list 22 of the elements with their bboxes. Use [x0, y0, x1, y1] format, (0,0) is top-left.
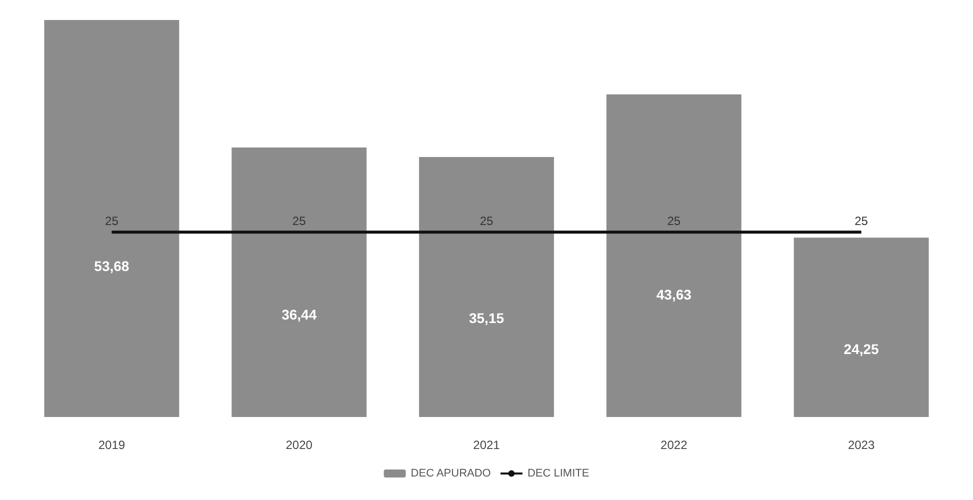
bar — [419, 157, 554, 417]
bar — [232, 148, 367, 417]
legend-label: DEC LIMITE — [527, 468, 590, 480]
bar — [794, 238, 929, 417]
data-label: 25 — [105, 214, 119, 228]
data-label: 25 — [292, 214, 306, 228]
bar — [606, 94, 742, 417]
x-tick-label: 2021 — [473, 438, 500, 452]
data-label: 24,25 — [844, 340, 880, 357]
data-label: 53,68 — [94, 258, 130, 274]
x-tick-label: 2022 — [660, 438, 688, 452]
x-tick-label: 2020 — [286, 438, 313, 452]
bar — [44, 20, 180, 417]
data-label: 43,63 — [656, 286, 692, 302]
x-tick-label: 2019 — [98, 438, 126, 452]
data-label: 35,15 — [468, 310, 504, 326]
x-tick-label: 2023 — [848, 438, 875, 452]
data-label: 25 — [854, 214, 868, 228]
data-label: 25 — [480, 214, 494, 228]
data-label: 25 — [667, 214, 681, 228]
data-label: 36,44 — [282, 306, 317, 323]
legend-label: DEC APURADO — [410, 468, 492, 480]
